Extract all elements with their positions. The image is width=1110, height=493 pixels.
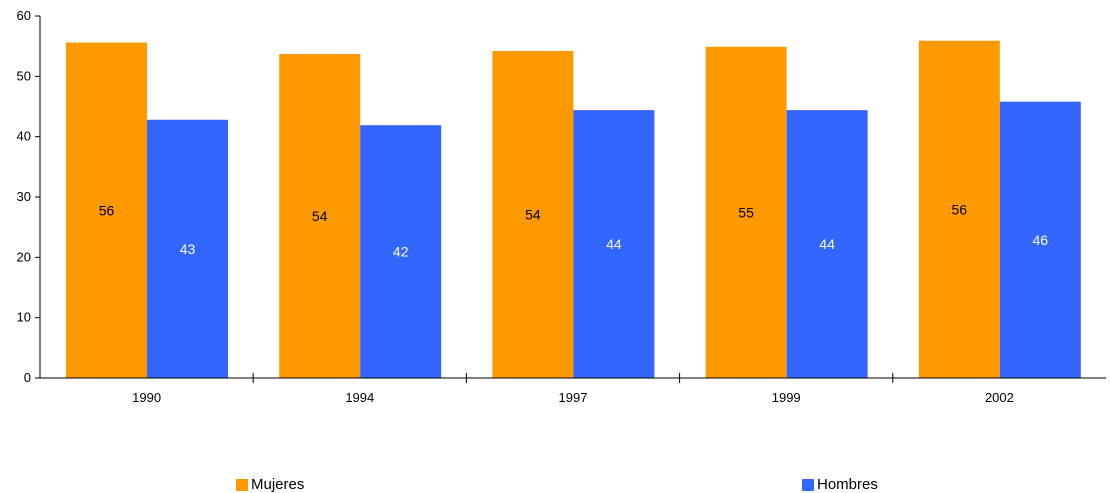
- y-tick-label-30: 30: [17, 189, 31, 204]
- data-label-hombres-1994: 42: [393, 244, 409, 260]
- x-tick-label-1990: 1990: [132, 390, 161, 405]
- legend-hombres: Hombres: [802, 476, 878, 493]
- data-label-mujeres-1999: 55: [738, 204, 754, 220]
- y-tick-label-20: 20: [17, 249, 31, 264]
- bar-hombres-1999: [786, 110, 868, 379]
- data-label-hombres-1997: 44: [606, 236, 622, 252]
- bar-hombres-2002: [999, 101, 1081, 378]
- y-tick-label-0: 0: [24, 370, 31, 385]
- data-label-mujeres-2002: 56: [952, 201, 968, 217]
- y-tick-label-40: 40: [17, 129, 31, 144]
- bar-hombres-1990: [147, 119, 228, 379]
- legend-swatch-mujeres: [236, 478, 248, 491]
- legend-mujeres: Mujeres: [236, 476, 304, 493]
- legend-label-mujeres: Mujeres: [251, 476, 305, 493]
- legend-swatch-hombres: [802, 478, 814, 491]
- data-label-hombres-1999: 44: [819, 236, 835, 252]
- y-tick-label-50: 50: [17, 68, 31, 83]
- bar-mujeres-1994: [279, 54, 361, 378]
- data-label-hombres-1990: 43: [180, 241, 196, 257]
- bar-mujeres-1990: [66, 42, 147, 379]
- y-tick-label-60: 60: [17, 8, 31, 23]
- data-label-mujeres-1990: 56: [99, 202, 115, 218]
- x-tick-label-1999: 1999: [772, 390, 801, 405]
- bar-mujeres-1999: [705, 46, 787, 379]
- bar-mujeres-2002: [918, 40, 1000, 379]
- x-tick-label-1994: 1994: [345, 390, 374, 405]
- x-tick-label-1997: 1997: [559, 390, 588, 405]
- bar-hombres-1997: [573, 110, 655, 379]
- bar-mujeres-1997: [492, 50, 574, 378]
- x-tick-label-2002: 2002: [985, 390, 1014, 405]
- data-label-hombres-2002: 46: [1033, 232, 1049, 248]
- data-label-mujeres-1994: 54: [312, 208, 328, 224]
- legend-label-hombres: Hombres: [817, 476, 878, 493]
- y-tick-label-10: 10: [17, 310, 31, 325]
- bar-hombres-1994: [360, 125, 442, 378]
- data-label-mujeres-1997: 54: [525, 206, 541, 222]
